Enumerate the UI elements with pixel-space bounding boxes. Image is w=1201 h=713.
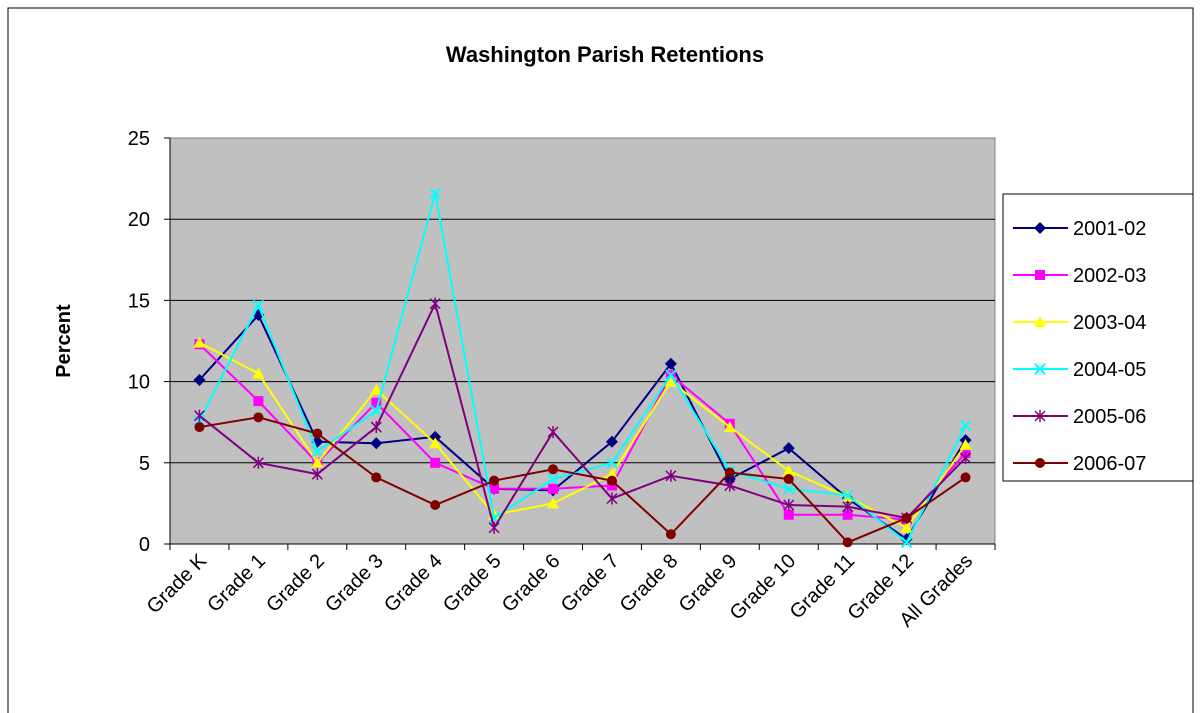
data-point [193,409,205,422]
legend-marker [1034,410,1046,422]
data-point [782,442,795,455]
series-line [198,300,967,531]
data-point [548,483,559,494]
legend-marker [1034,363,1046,375]
data-point [430,457,441,468]
data-point [429,437,442,449]
data-point [960,472,971,483]
data-point [842,509,853,520]
chart-title: Washington Parish Retentions [446,42,764,67]
series-line [198,343,967,521]
data-point [489,475,500,486]
legend-marker [1034,316,1046,327]
plot-area [169,137,996,545]
legend-marker [1035,270,1045,280]
data-point [370,383,383,395]
data-point [547,425,559,438]
data-point [429,187,441,199]
data-point [489,483,500,494]
data-point [252,299,265,311]
data-point [842,537,853,548]
data-point [370,421,382,434]
data-point [370,405,382,417]
data-point [311,468,323,481]
data-point [253,412,264,423]
data-point [547,497,560,509]
data-point [606,457,618,469]
data-point [665,529,676,540]
legend-label: 2003-04 [1073,312,1146,334]
data-point [429,297,441,310]
legend-marker [1035,458,1045,468]
data-point [783,474,794,485]
data-point [371,397,382,408]
data-point [253,396,264,407]
y-tick-label: 10 [128,372,150,394]
series-line [199,416,967,544]
data-point [193,373,206,386]
legend-label: 2005-06 [1073,406,1146,428]
data-point [900,521,913,533]
data-point [900,536,913,549]
y-tick-label: 5 [139,453,150,475]
series-line [198,192,967,544]
y-axis-label: Percent [53,304,75,378]
data-point [901,513,912,524]
data-point [193,336,206,348]
data-point [311,445,324,458]
y-tick-label: 0 [139,534,150,556]
data-point [664,375,677,387]
data-point [960,451,972,464]
data-point [783,483,795,495]
data-point [959,438,972,450]
legend-label: 2004-05 [1073,359,1146,381]
legend-label: 2001-02 [1073,218,1146,240]
legend-label: 2006-07 [1073,453,1146,475]
data-point [311,456,324,468]
data-point [252,367,265,379]
y-tick-label: 15 [128,290,150,312]
data-point [665,469,677,482]
data-point [842,500,854,513]
data-point [547,473,559,485]
data-point [194,422,205,433]
data-point [724,479,736,492]
data-point [783,499,795,512]
data-point [841,489,854,501]
data-point [312,428,323,439]
data-point [252,456,264,469]
data-point [724,467,735,478]
data-point [606,492,618,505]
data-point [665,369,677,381]
data-point [723,421,736,433]
data-point [783,509,794,520]
data-point [606,475,617,486]
data-point [605,468,618,480]
data-point [370,437,383,450]
legend-marker [1034,222,1046,234]
data-point [605,435,618,448]
data-point [548,464,559,475]
y-tick-label: 25 [128,128,150,150]
legend-box [1002,193,1194,482]
y-tick-label: 20 [128,209,150,231]
data-point [488,521,500,534]
data-point [371,472,382,483]
series-line [199,341,967,530]
data-point [430,500,441,511]
legend-label: 2002-03 [1073,265,1146,287]
data-point [782,464,795,476]
data-point [959,419,972,432]
data-point [664,357,677,370]
